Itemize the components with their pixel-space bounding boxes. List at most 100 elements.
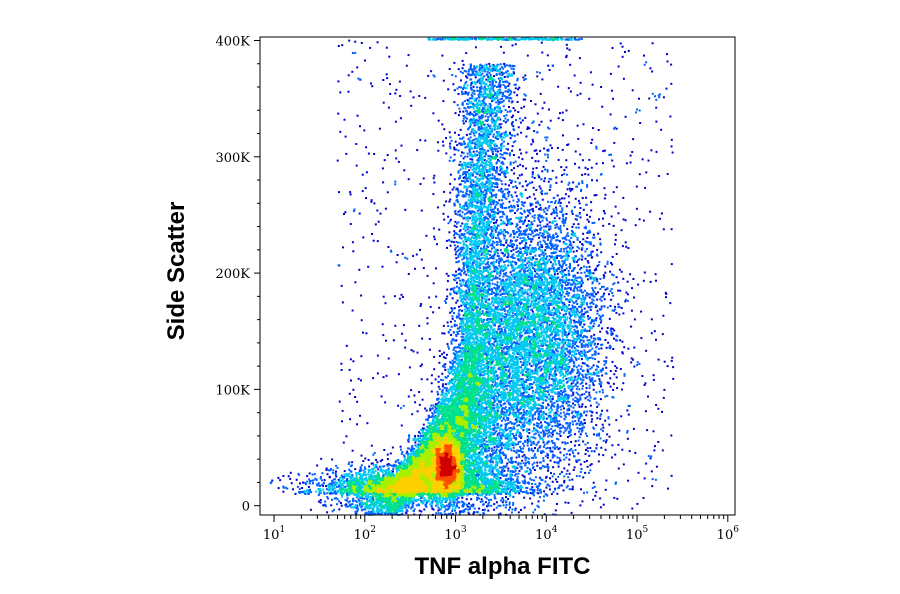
event-dot <box>447 345 450 348</box>
event-dot <box>444 383 447 386</box>
event-dot <box>499 448 502 451</box>
event-dot <box>495 395 498 398</box>
event-dot <box>389 473 392 475</box>
event-dot <box>447 512 450 515</box>
event-dot <box>515 360 518 363</box>
event-dot <box>335 470 337 473</box>
event-dot <box>400 448 402 451</box>
event-dot <box>417 434 420 437</box>
event-dot <box>489 337 492 340</box>
event-dot <box>475 441 478 444</box>
event-dot <box>376 512 379 515</box>
event-dot <box>475 243 478 245</box>
event-dot <box>482 319 484 322</box>
event-dot <box>430 404 433 407</box>
event-dot <box>456 423 459 426</box>
event-dot <box>492 452 495 455</box>
event-dot <box>356 504 359 507</box>
event-dot <box>456 501 459 504</box>
event-dot <box>411 503 414 506</box>
event-dot <box>506 462 509 465</box>
event-dot <box>489 461 492 464</box>
event-dot <box>472 390 475 393</box>
event-dot <box>432 419 435 422</box>
event-dot <box>399 509 402 512</box>
event-dot <box>497 446 500 448</box>
event-dot <box>460 442 463 445</box>
event-dot <box>558 484 561 487</box>
event-dot <box>392 463 395 466</box>
event-dot <box>437 385 440 388</box>
event-dot <box>482 364 485 366</box>
event-dot <box>282 475 285 477</box>
event-dot <box>513 305 516 308</box>
event-dot <box>412 493 415 496</box>
event-dot <box>387 463 390 465</box>
event-dot <box>440 378 442 381</box>
event-dot <box>422 423 425 426</box>
event-dot <box>533 214 536 217</box>
event-dot <box>451 409 454 412</box>
event-dot <box>560 471 563 474</box>
event-dot <box>529 440 532 443</box>
event-dot <box>489 339 492 342</box>
event-dot <box>387 502 390 505</box>
event-dot <box>346 497 349 500</box>
event-dot <box>517 413 520 416</box>
event-dot <box>462 390 465 393</box>
event-dot <box>326 496 329 498</box>
event-dot <box>363 497 366 500</box>
event-dot <box>527 268 530 271</box>
event-dot <box>509 506 511 509</box>
event-dot <box>518 350 521 353</box>
event-dot <box>403 459 406 462</box>
event-dot <box>510 460 513 463</box>
event-dot <box>473 456 476 459</box>
event-dot <box>503 328 506 331</box>
event-dot <box>496 403 499 406</box>
event-dot <box>476 472 479 475</box>
event-dot <box>520 207 523 210</box>
event-dot <box>399 463 402 466</box>
event-dot <box>397 461 400 464</box>
event-dot <box>508 503 511 506</box>
event-dot <box>395 473 397 476</box>
event-dot <box>490 401 493 404</box>
event-dot <box>530 379 533 381</box>
event-dot <box>437 380 440 383</box>
event-dot <box>509 389 512 392</box>
event-dot <box>475 459 477 462</box>
event-dot <box>441 397 444 400</box>
event-dot <box>453 357 456 360</box>
event-dot <box>504 506 507 509</box>
event-dot <box>537 415 540 418</box>
event-dot <box>463 508 466 511</box>
event-dot <box>351 503 354 506</box>
event-dot <box>487 430 490 433</box>
event-dot <box>512 199 515 202</box>
event-dot <box>432 413 435 416</box>
event-dot <box>467 383 470 385</box>
event-dot <box>473 408 476 411</box>
event-dot <box>422 440 425 443</box>
event-dot <box>449 361 452 364</box>
event-dot <box>438 388 441 391</box>
event-dot <box>356 506 359 509</box>
event-dot <box>360 509 363 512</box>
event-dot <box>359 474 362 477</box>
event-dot <box>345 503 348 506</box>
event-dot <box>500 410 503 413</box>
event-dot <box>465 498 468 501</box>
event-dot <box>453 423 456 426</box>
event-dot <box>488 418 491 421</box>
event-dot <box>514 309 517 312</box>
event-dot <box>479 500 482 503</box>
event-dot <box>467 362 470 365</box>
event-dot <box>504 485 506 488</box>
event-dot <box>479 494 481 497</box>
event-dot <box>392 465 395 468</box>
event-dot <box>522 236 525 239</box>
event-dot <box>487 509 490 512</box>
event-dot <box>512 501 515 504</box>
